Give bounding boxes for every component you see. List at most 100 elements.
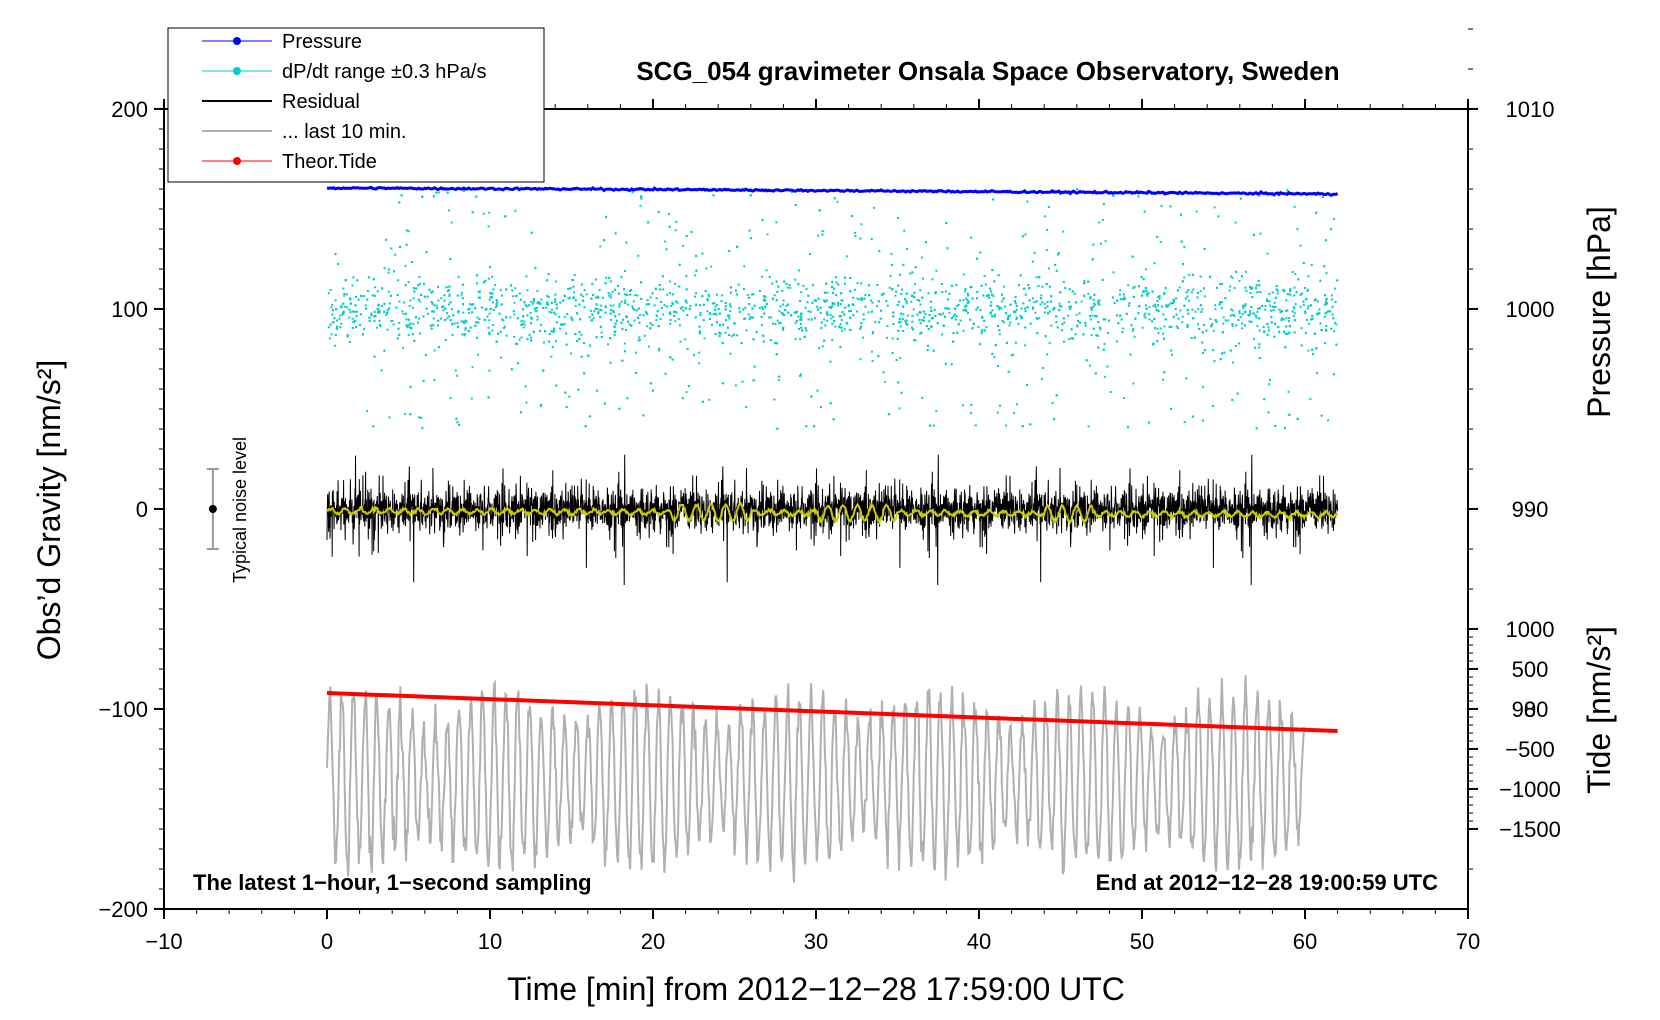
dpdt-point [1098, 299, 1101, 302]
dpdt-point [795, 310, 798, 313]
dpdt-point [345, 293, 348, 296]
dpdt-point [1264, 308, 1267, 311]
dpdt-point [1134, 317, 1137, 320]
dpdt-point [424, 354, 427, 356]
dpdt-point [1266, 299, 1269, 302]
dpdt-point [789, 287, 792, 289]
dpdt-point [397, 279, 400, 282]
dpdt-point [356, 279, 359, 282]
dpdt-point [1214, 319, 1217, 322]
dpdt-point [856, 297, 859, 300]
dpdt-point [1258, 329, 1261, 332]
dpdt-point [505, 288, 508, 291]
dpdt-point [837, 283, 840, 286]
dpdt-point [412, 322, 415, 325]
dpdt-point [699, 314, 702, 317]
dpdt-point [435, 304, 438, 307]
dpdt-point [675, 220, 678, 223]
dpdt-point [402, 312, 405, 315]
dpdt-point [512, 295, 515, 298]
dpdt-point [914, 339, 917, 342]
dpdt-point [1258, 357, 1261, 359]
dpdt-point [1031, 260, 1034, 263]
dpdt-point [503, 327, 505, 329]
dpdt-point [1040, 377, 1043, 380]
dpdt-point [1271, 305, 1274, 308]
dpdt-point [890, 264, 893, 266]
dpdt-point [686, 348, 689, 350]
dpdt-point [821, 233, 824, 236]
dpdt-point [1163, 371, 1166, 374]
dpdt-point [1113, 302, 1116, 304]
dpdt-point [965, 304, 968, 307]
dpdt-point [1164, 318, 1167, 321]
dpdt-point [871, 332, 874, 335]
dpdt-point [1158, 297, 1161, 300]
dpdt-point [1231, 325, 1234, 327]
dpdt-point [1192, 317, 1195, 320]
dpdt-point [500, 356, 502, 359]
dpdt-point [741, 380, 744, 383]
dpdt-point [456, 322, 459, 325]
dpdt-point [1229, 349, 1232, 352]
dpdt-point [469, 326, 472, 329]
dpdt-point [1213, 360, 1216, 363]
dpdt-point [373, 294, 376, 297]
dpdt-point [398, 321, 401, 324]
dpdt-point [751, 316, 754, 319]
dpdt-point [1259, 307, 1261, 310]
dpdt-point [1033, 251, 1036, 254]
dpdt-point [1211, 323, 1214, 326]
dpdt-point [829, 402, 832, 405]
dpdt-point [1172, 315, 1175, 318]
dpdt-point [776, 319, 779, 322]
dpdt-point [956, 331, 959, 334]
dpdt-point [823, 339, 826, 342]
dpdt-point [771, 282, 774, 285]
dpdt-point [550, 302, 553, 304]
dpdt-point [1144, 316, 1147, 319]
dpdt-point [701, 400, 704, 403]
dpdt-point [352, 276, 355, 279]
dpdt-point [599, 245, 602, 248]
dpdt-point [605, 276, 608, 279]
dpdt-point [977, 325, 980, 328]
dpdt-point [1098, 221, 1101, 224]
dpdt-point [748, 229, 751, 232]
dpdt-point [778, 310, 781, 313]
y-tick-label: −200 [98, 897, 148, 922]
dpdt-point [456, 421, 459, 424]
dpdt-point [726, 314, 729, 317]
dpdt-point [1304, 312, 1307, 315]
dpdt-point [776, 290, 779, 293]
dpdt-point [817, 234, 820, 237]
dpdt-point [574, 299, 577, 302]
dpdt-point [1191, 308, 1194, 311]
dpdt-point [574, 333, 577, 336]
dpdt-point [638, 336, 641, 339]
dpdt-point [1152, 343, 1155, 346]
dpdt-point [1241, 313, 1244, 316]
dpdt-point [457, 275, 460, 278]
dpdt-point [965, 309, 968, 312]
dpdt-point [1202, 385, 1205, 388]
dpdt-point [864, 305, 867, 308]
dpdt-point [891, 337, 894, 340]
dpdt-point [1138, 285, 1140, 288]
dpdt-point [969, 286, 972, 289]
dpdt-point [1241, 322, 1244, 325]
dpdt-point [649, 327, 652, 330]
dpdt-point [919, 332, 922, 335]
dpdt-point [1093, 293, 1096, 296]
dpdt-point [1220, 307, 1223, 310]
dpdt-point [729, 286, 732, 289]
dpdt-point [565, 332, 568, 335]
dpdt-point [1183, 276, 1186, 279]
dpdt-point [1309, 398, 1312, 401]
dpdt-point [1094, 315, 1097, 317]
dpdt-point [690, 230, 693, 233]
dpdt-point [594, 307, 597, 310]
dpdt-point [651, 324, 654, 326]
dpdt-point [1009, 303, 1012, 306]
dpdt-point [449, 301, 452, 304]
